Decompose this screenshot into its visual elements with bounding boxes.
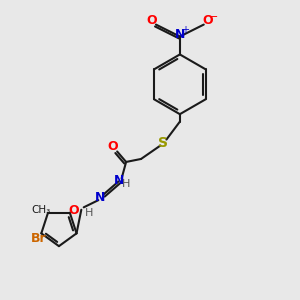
Text: O: O xyxy=(68,204,79,217)
Text: N: N xyxy=(175,28,185,41)
Text: H: H xyxy=(122,179,130,189)
Text: Br: Br xyxy=(31,232,47,245)
Text: O: O xyxy=(146,14,157,27)
Text: N: N xyxy=(113,174,124,187)
Text: O: O xyxy=(107,140,118,153)
Text: −: − xyxy=(209,12,218,22)
Text: N: N xyxy=(95,191,105,204)
Text: S: S xyxy=(158,136,168,149)
Text: CH₃: CH₃ xyxy=(32,205,51,215)
Text: +: + xyxy=(181,25,189,35)
Text: H: H xyxy=(85,208,93,218)
Text: O: O xyxy=(202,14,213,27)
